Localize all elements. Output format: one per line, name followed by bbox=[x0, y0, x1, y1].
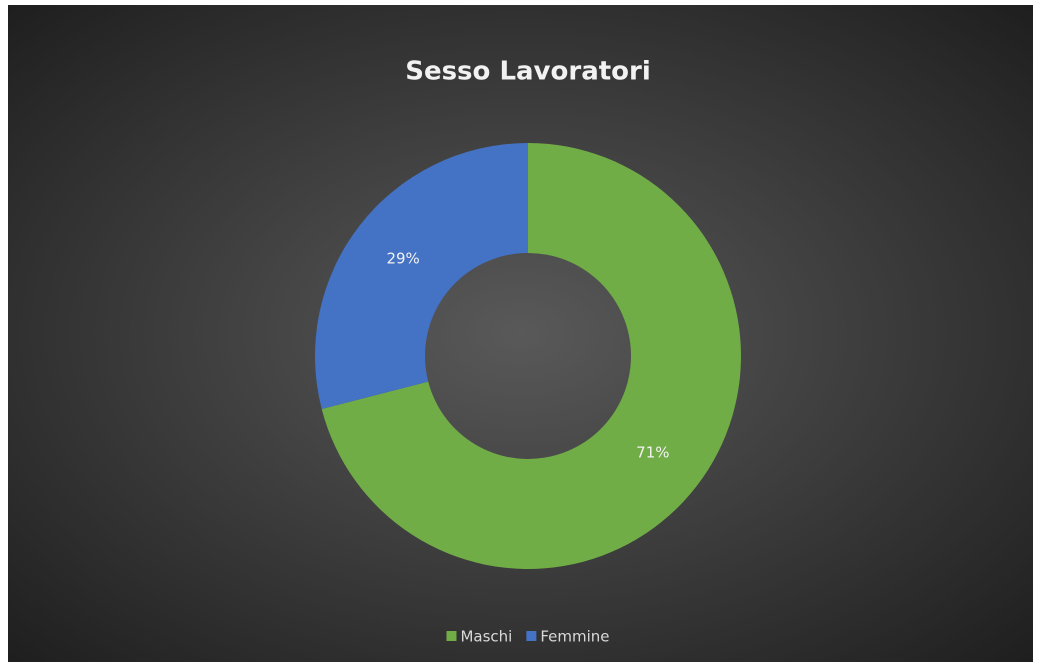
legend-label: Femmine bbox=[540, 628, 609, 646]
legend-swatch bbox=[446, 631, 457, 641]
donut-segment bbox=[321, 143, 742, 570]
data-label: 29% bbox=[386, 250, 419, 268]
legend-label: Maschi bbox=[460, 628, 512, 646]
data-label: 71% bbox=[636, 443, 669, 461]
chart-title: Sesso Lavoratori bbox=[405, 57, 651, 87]
legend-swatch bbox=[526, 631, 537, 641]
donut-segment bbox=[314, 143, 528, 409]
